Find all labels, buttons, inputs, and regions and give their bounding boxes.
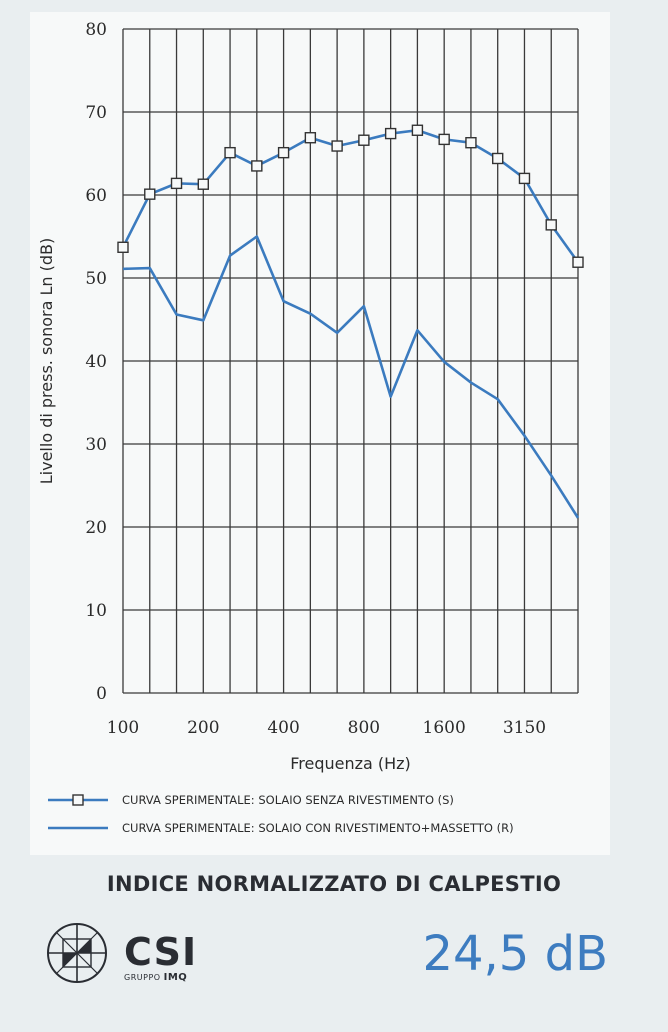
x-tick-label: 800: [348, 718, 380, 738]
index-value: 24,5 dB: [422, 926, 608, 982]
series-1-point: [331, 140, 343, 152]
legend-label: CURVA SPERIMENTALE: SOLAIO SENZA RIVESTI…: [122, 793, 454, 807]
series-1-point: [384, 127, 397, 140]
chart-card: 0 10 20 30 40 50 60 70 80 100 200 400 800 1600 3150 Fre…: [30, 12, 610, 855]
csi-circle-logo-icon: [47, 923, 107, 983]
y-tick-label: 80: [85, 20, 107, 40]
series-1-point: [144, 188, 156, 200]
series-1-point: [277, 146, 290, 159]
series-1-point: [492, 152, 504, 165]
series-1-point: [411, 124, 424, 136]
brand-group: GRUPPO IMQ: [124, 972, 197, 983]
series-1-point: [304, 132, 317, 144]
x-tick-label: 400: [267, 718, 299, 738]
series-1-point: [518, 172, 531, 185]
series-1-point: [117, 241, 129, 253]
series-2-line: [122, 235, 580, 519]
x-axis-label: Frequenza (Hz): [290, 754, 411, 773]
brand-group-prefix: GRUPPO: [124, 973, 161, 982]
x-tick-label: 1600: [423, 718, 466, 738]
y-axis-label: Livello di press. sonora Ln (dB): [37, 238, 56, 484]
series-1-point: [197, 178, 209, 190]
brand-group-name: IMQ: [163, 972, 188, 983]
series-1-line: [121, 128, 580, 263]
legend-marker: [72, 794, 84, 806]
y-tick-label: 0: [96, 684, 107, 704]
series-1-point: [358, 134, 370, 146]
y-tick-label: 40: [85, 352, 107, 372]
index-title: INDICE NORMALIZZATO DI CALPESTIO: [106, 872, 562, 896]
series-1-point: [224, 146, 236, 159]
series-1-point: [170, 177, 183, 190]
series-1-point: [465, 137, 477, 149]
x-tick-label: 200: [187, 718, 219, 738]
x-tick-label: 3150: [503, 718, 546, 738]
legend-label: CURVA SPERIMENTALE: SOLAIO CON RIVESTIME…: [122, 821, 514, 835]
brand-name: CSI: [124, 930, 198, 974]
y-tick-label: 10: [85, 601, 107, 621]
series-1-point: [251, 160, 263, 172]
y-tick-label: 60: [85, 186, 107, 206]
y-tick-label: 70: [85, 103, 107, 123]
y-tick-label: 50: [85, 269, 107, 289]
y-tick-label: 20: [85, 518, 107, 538]
series-1-point: [545, 219, 557, 231]
y-tick-label: 30: [85, 435, 107, 455]
series-1-point: [438, 133, 450, 146]
brand-logo: CSI GRUPPO IMQ: [124, 930, 198, 983]
x-tick-label: 100: [107, 718, 139, 738]
series-1-point: [572, 256, 584, 268]
frequency-chart: 0 10 20 30 40 50 60 70 80 100 200 400 800 1600 3150 Fre…: [37, 20, 584, 835]
